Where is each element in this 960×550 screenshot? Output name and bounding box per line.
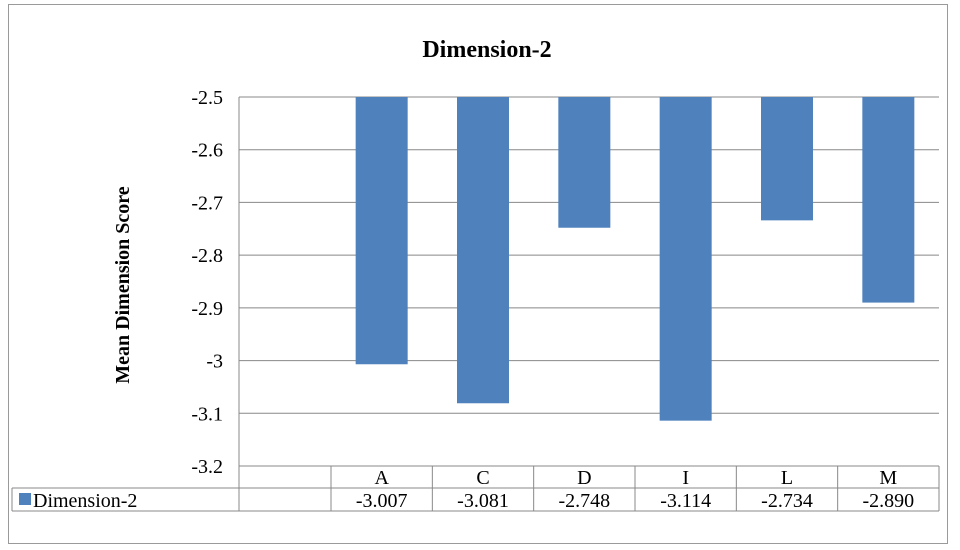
bar-I — [659, 97, 712, 421]
y-tick-label: -2.6 — [191, 140, 223, 162]
data-table-value: -3.007 — [356, 490, 408, 512]
x-category-label: M — [879, 467, 897, 489]
y-tick-label: -2.7 — [191, 192, 223, 214]
data-table: A-3.007 C-3.081 D-2.748 I-3.114 L-2.734 M-2.8… — [11, 465, 940, 512]
data-table-value: -3.114 — [660, 490, 711, 512]
legend-swatch — [19, 493, 31, 505]
legend-series-name: Dimension-2 — [33, 490, 137, 512]
y-tick-label: -2.9 — [191, 298, 223, 320]
y-tick-labels: -2.5 -2.6 -2.7 -2.8 -2.9 -3 -3.1 -3.2 — [191, 87, 223, 478]
chart-title: Dimension-2 — [422, 37, 551, 63]
y-tick-label: -3 — [206, 351, 223, 373]
bar-C — [457, 97, 509, 404]
y-tick-label: -2.5 — [191, 87, 223, 109]
x-category-label: D — [577, 467, 591, 489]
data-table-value: -2.890 — [862, 490, 914, 512]
bar-M — [862, 97, 915, 303]
chart-frame: Dimension-2 Mean Dimension Score -2.5 -2.… — [8, 4, 948, 544]
bars — [355, 97, 915, 421]
x-category-label: A — [374, 467, 389, 489]
y-axis-label: Mean Dimension Score — [112, 186, 134, 384]
x-category-label: I — [682, 467, 689, 489]
x-category-label: L — [781, 467, 793, 489]
data-table-value: -2.734 — [761, 490, 813, 512]
bar-D — [558, 97, 611, 228]
y-tick-label: -3.2 — [191, 456, 223, 478]
data-table-value: -3.081 — [457, 490, 509, 512]
bar-L — [761, 97, 813, 221]
bar-A — [355, 97, 408, 365]
y-tick-label: -3.1 — [191, 403, 223, 425]
bar-chart: Dimension-2 Mean Dimension Score -2.5-2.… — [11, 37, 940, 512]
y-tick-label: -2.8 — [191, 245, 223, 267]
x-category-label: C — [476, 467, 489, 489]
data-table-value: -2.748 — [558, 490, 610, 512]
